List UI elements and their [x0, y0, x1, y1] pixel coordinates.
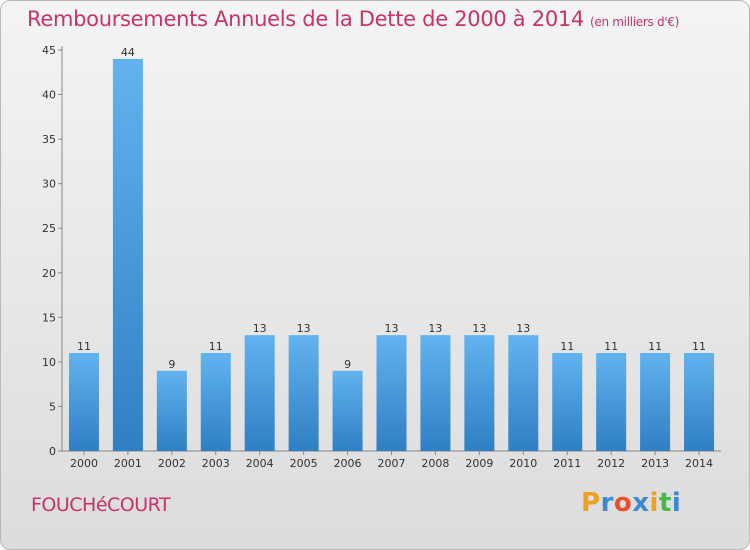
bar: [596, 352, 627, 451]
bar-value-label: 11: [560, 340, 574, 353]
x-tick-label: 2014: [685, 457, 713, 470]
y-tick-label: 5: [49, 400, 56, 413]
bar: [288, 335, 319, 451]
x-tick-label: 2006: [334, 457, 362, 470]
bar-value-label: 11: [604, 340, 618, 353]
y-tick-label: 40: [42, 89, 56, 102]
y-tick-label: 15: [42, 311, 56, 324]
y-tick-label: 10: [42, 356, 56, 369]
logo-letter: P: [581, 488, 601, 518]
logo-letter: i: [649, 488, 659, 518]
logo-letter: o: [613, 488, 633, 518]
x-tick-label: 2013: [641, 457, 669, 470]
logo-letter: t: [658, 488, 672, 518]
bar-value-label: 11: [209, 340, 223, 353]
bar: [332, 370, 363, 451]
bar-value-label: 13: [253, 322, 267, 335]
bar: [640, 352, 671, 451]
bar: [156, 370, 187, 451]
bar: [508, 335, 539, 451]
bar-value-label: 13: [385, 322, 399, 335]
x-tick-label: 2007: [378, 457, 406, 470]
bar: [420, 335, 451, 451]
y-tick-label: 45: [42, 44, 56, 57]
x-tick-label: 2009: [465, 457, 493, 470]
chart-axes: 0 5 10 15 20 25 30 35 40 45 2000 2001 2002 2003 2004 20…: [42, 44, 721, 470]
place-name: FOUCHéCOURT: [31, 494, 171, 516]
x-tick-label: 2000: [70, 457, 98, 470]
y-tick-label: 35: [42, 133, 56, 146]
bar: [244, 335, 275, 451]
bar-value-label: 11: [77, 340, 91, 353]
bar-value-label: 11: [648, 340, 662, 353]
bar: [552, 352, 583, 451]
x-tick-label: 2003: [202, 457, 230, 470]
y-tick-label: 20: [42, 267, 56, 280]
x-tick-label: 2002: [158, 457, 186, 470]
bar: [112, 58, 143, 452]
bar: [200, 352, 231, 451]
chart-bars: 11 44 9 11 13 13 9 13 13 13 13 11 11 11 11: [68, 46, 715, 452]
bar-value-label: 9: [168, 358, 175, 371]
bar: [376, 335, 407, 451]
x-tick-label: 2010: [509, 457, 537, 470]
y-tick-label: 30: [42, 178, 56, 191]
bar-value-label: 13: [428, 322, 442, 335]
bar: [68, 352, 99, 451]
y-tick-label: 0: [49, 445, 56, 458]
chart-title: Remboursements Annuels de la Dette de 20…: [27, 7, 679, 31]
bar-value-label: 44: [121, 46, 135, 59]
x-tick-label: 2012: [597, 457, 625, 470]
bar: [684, 352, 715, 451]
bar-value-label: 9: [344, 358, 351, 371]
bar-value-label: 13: [472, 322, 486, 335]
y-tick-label: 25: [42, 222, 56, 235]
x-tick-label: 2005: [290, 457, 318, 470]
proxiti-logo: Proxiti: [581, 488, 681, 518]
x-tick-label: 2008: [421, 457, 449, 470]
x-tick-label: 2011: [553, 457, 581, 470]
bar-value-label: 11: [692, 340, 706, 353]
x-tick-label: 2004: [246, 457, 274, 470]
logo-letter: i: [671, 488, 682, 518]
bar: [464, 335, 495, 451]
bar-value-label: 13: [516, 322, 530, 335]
chart-unit: (en milliers d'€): [590, 15, 680, 29]
x-tick-label: 2001: [114, 457, 142, 470]
bar-value-label: 13: [297, 322, 311, 335]
logo-letter: r: [600, 488, 614, 518]
chart-title-text: Remboursements Annuels de la Dette de 20…: [27, 7, 584, 31]
logo-letter: x: [632, 488, 650, 518]
